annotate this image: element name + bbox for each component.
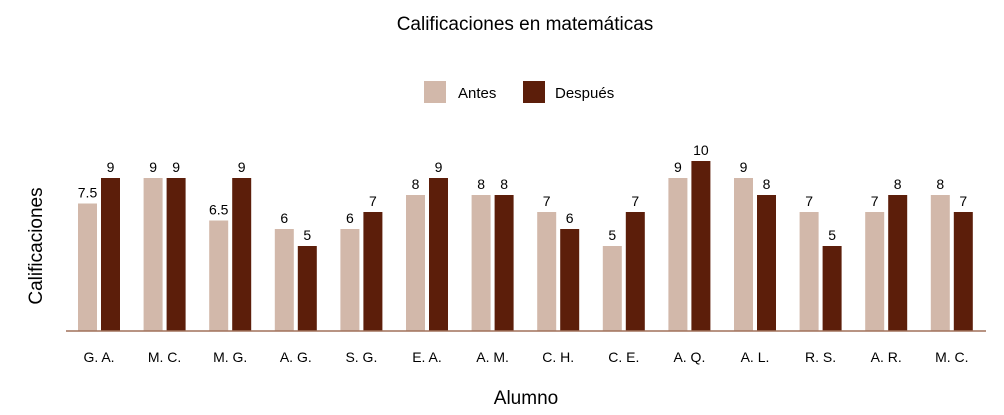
bar-antes-mg-2 <box>209 220 229 331</box>
bar-despues-am-6 <box>494 195 514 331</box>
bar-despues-mc-13 <box>953 212 973 331</box>
value-label-antes-2: 6.5 <box>209 202 229 218</box>
value-label-antes-0: 7.5 <box>78 185 98 201</box>
bar-despues-ch-7 <box>560 229 580 331</box>
x-tick-label-7: C. H. <box>542 349 574 365</box>
value-label-antes-1: 9 <box>149 159 157 175</box>
x-tick-label-10: A. L. <box>741 349 770 365</box>
value-label-despues-6: 8 <box>500 176 508 192</box>
legend-swatch-antes <box>424 81 446 103</box>
bar-despues-mc-1 <box>166 178 186 331</box>
bar-antes-mc-13 <box>930 195 950 331</box>
value-label-despues-10: 8 <box>763 176 771 192</box>
bar-antes-al-10 <box>734 178 753 331</box>
value-label-despues-8: 7 <box>631 193 639 209</box>
bars-group <box>78 161 973 331</box>
value-label-despues-3: 5 <box>303 227 311 243</box>
value-label-antes-4: 6 <box>346 210 354 226</box>
value-label-despues-9: 10 <box>693 142 709 158</box>
bar-despues-mg-2 <box>232 178 252 331</box>
bar-antes-ga-0 <box>78 203 97 331</box>
value-label-despues-1: 9 <box>172 159 180 175</box>
bar-antes-ar-12 <box>865 212 885 331</box>
bar-antes-am-6 <box>471 195 491 331</box>
bar-despues-ag-3 <box>297 246 317 331</box>
value-label-despues-13: 7 <box>959 193 967 209</box>
value-label-antes-12: 7 <box>871 193 879 209</box>
bar-despues-al-10 <box>757 195 776 331</box>
value-label-antes-8: 5 <box>608 227 616 243</box>
y-axis-title: Calificaciones <box>26 187 47 304</box>
bar-despues-rs-11 <box>822 246 842 331</box>
bar-antes-mc-1 <box>143 178 163 331</box>
value-label-antes-13: 8 <box>936 176 944 192</box>
value-label-antes-6: 8 <box>477 176 485 192</box>
bar-despues-ar-12 <box>888 195 908 331</box>
chart-title: Calificaciones en matemáticas <box>397 14 654 35</box>
x-axis-title: Alumno <box>494 388 558 409</box>
value-label-despues-4: 7 <box>369 193 377 209</box>
legend-label-despues: Después <box>555 85 614 102</box>
legend-swatch-despues <box>523 81 545 103</box>
value-label-antes-5: 8 <box>412 176 420 192</box>
value-label-antes-9: 9 <box>674 159 682 175</box>
x-tick-label-5: E. A. <box>412 349 442 365</box>
x-tick-label-9: A. Q. <box>673 349 705 365</box>
bar-antes-aq-9 <box>668 178 688 331</box>
x-tick-label-1: M. C. <box>148 349 181 365</box>
x-tick-label-0: G. A. <box>83 349 114 365</box>
x-tick-label-11: R. S. <box>805 349 836 365</box>
value-label-antes-3: 6 <box>280 210 288 226</box>
x-tick-label-3: A. G. <box>280 349 312 365</box>
value-label-antes-11: 7 <box>805 193 813 209</box>
value-label-despues-2: 9 <box>238 159 246 175</box>
value-label-antes-10: 9 <box>740 159 748 175</box>
x-tick-label-2: M. G. <box>213 349 247 365</box>
x-tick-label-6: A. M. <box>476 349 509 365</box>
x-tick-label-12: A. R. <box>871 349 902 365</box>
value-label-despues-12: 8 <box>894 176 902 192</box>
legend: Antes Después <box>424 81 614 103</box>
bar-despues-ga-0 <box>101 178 120 331</box>
bar-antes-ag-3 <box>274 229 294 331</box>
bar-antes-ce-8 <box>602 246 622 331</box>
value-label-antes-7: 7 <box>543 193 551 209</box>
bar-despues-ea-5 <box>429 178 448 331</box>
bar-antes-ch-7 <box>537 212 557 331</box>
value-label-despues-0: 9 <box>107 159 115 175</box>
bar-antes-rs-11 <box>799 212 819 331</box>
x-tick-label-13: M. C. <box>935 349 968 365</box>
bar-antes-sg-4 <box>340 229 360 331</box>
bar-despues-sg-4 <box>363 212 383 331</box>
legend-label-antes: Antes <box>458 85 496 102</box>
x-tick-label-4: S. G. <box>345 349 377 365</box>
value-label-despues-5: 9 <box>435 159 443 175</box>
bar-antes-ea-5 <box>406 195 425 331</box>
bar-despues-aq-9 <box>691 161 711 331</box>
value-label-despues-11: 5 <box>828 227 836 243</box>
x-tick-labels-group: G. A. M. C. M. G. A. G. S. G. E. A. A. M. C. H.… <box>83 349 968 365</box>
value-label-despues-7: 6 <box>566 210 574 226</box>
x-tick-label-8: C. E. <box>608 349 639 365</box>
bar-despues-ce-8 <box>625 212 645 331</box>
